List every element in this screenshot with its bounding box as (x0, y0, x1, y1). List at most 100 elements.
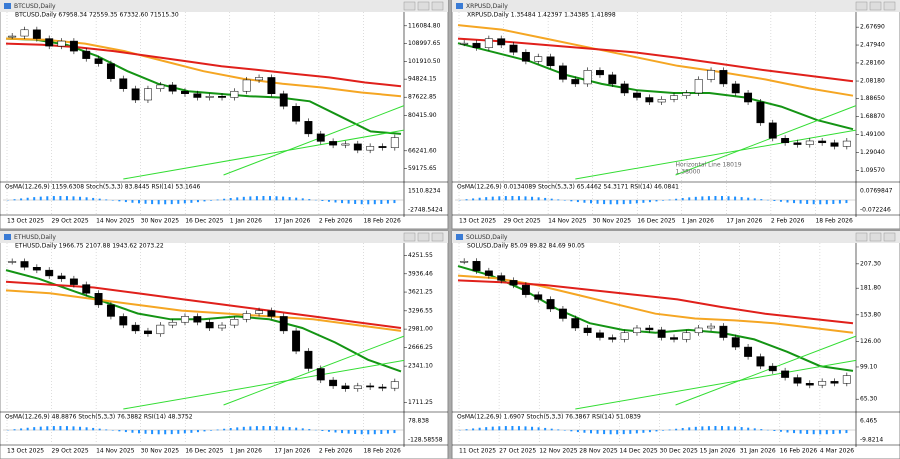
osma-bar (216, 429, 219, 431)
minimize-button[interactable] (403, 1, 416, 11)
osma-bar (681, 428, 684, 431)
maximize-button[interactable] (869, 1, 882, 11)
osma-bar (275, 196, 278, 201)
y-tick-label: 101910.50 (408, 58, 441, 65)
candle (682, 92, 691, 96)
candle (830, 381, 839, 384)
osma-bar (472, 428, 475, 431)
osma-bar (262, 196, 265, 201)
osma-bar (196, 430, 199, 433)
osma-bar (105, 199, 108, 201)
candle (82, 284, 91, 294)
candle (608, 337, 617, 340)
candle (707, 325, 715, 329)
osma-bar (701, 426, 704, 431)
candle (842, 375, 851, 384)
maximize-button[interactable] (869, 232, 882, 242)
osma-bar (183, 430, 186, 434)
osma-bar (753, 428, 756, 431)
candle (596, 70, 604, 76)
candle (596, 332, 604, 338)
candle (756, 101, 765, 124)
x-tick-label: 27 Oct 2025 (499, 448, 536, 455)
osma-bar (544, 197, 547, 201)
minimize-button[interactable] (855, 1, 868, 11)
x-tick-label: 13 Oct 2025 (7, 218, 44, 225)
candle (156, 84, 165, 89)
osma-bar (341, 200, 344, 204)
candle (756, 356, 765, 367)
osma-bar (138, 200, 140, 204)
candle (818, 381, 827, 386)
moving-average (5, 269, 402, 373)
osma-bar (46, 426, 49, 431)
indicator-text: OsMA(12,26,9) 0.0134089 Stoch(5,3,3) 65.… (457, 184, 679, 191)
x-tick-label: 17 Jan 2026 (726, 218, 762, 225)
osma-bar (59, 196, 62, 201)
osma-bar (694, 196, 697, 201)
x-tick-label: 14 Nov 2025 (96, 448, 135, 455)
osma-bar (269, 426, 271, 431)
osma-bar (786, 430, 789, 433)
candle (316, 133, 325, 142)
indicator-tick-label: 78.838 (408, 418, 429, 425)
osma-bar (603, 200, 606, 205)
osma-bar (734, 426, 737, 431)
candle (106, 304, 115, 317)
y-tick-label: 181.80 (860, 285, 881, 292)
candle (694, 79, 703, 94)
osma-bar (825, 430, 828, 435)
candle (744, 346, 753, 357)
chart-window: BTCUSD,Daily 116084.80 108997.65 101910.50 9… (0, 0, 449, 230)
osma-bar (498, 196, 501, 201)
osma-bar (229, 198, 232, 201)
osma-bar (124, 430, 127, 433)
osma-bar (773, 430, 776, 431)
candle (230, 90, 239, 98)
maximize-button[interactable] (417, 232, 430, 242)
minimize-button[interactable] (403, 232, 416, 242)
osma-bar (111, 430, 114, 431)
close-button[interactable] (883, 1, 896, 11)
osma-bar (65, 196, 68, 201)
close-button[interactable] (883, 232, 896, 242)
candle (472, 42, 481, 48)
y-tick-label: 116084.80 (408, 22, 441, 29)
candle (805, 140, 814, 145)
candle (657, 99, 666, 103)
minimize-button[interactable] (855, 232, 868, 242)
moving-average (457, 24, 854, 97)
osma-bar (144, 200, 147, 204)
osma-bar (635, 430, 638, 434)
candle (181, 316, 189, 323)
maximize-button[interactable] (417, 1, 430, 11)
osma-bar (144, 430, 147, 434)
y-tick-label: 87622.85 (408, 94, 437, 101)
close-button[interactable] (431, 1, 444, 11)
osma-bar (354, 200, 357, 204)
candle (509, 44, 518, 53)
osma-bar (380, 430, 383, 434)
osma-bar (642, 200, 645, 203)
candle (329, 379, 338, 387)
x-tick-label: 1 Jan 2026 (230, 448, 262, 455)
x-tick-label: 16 Dec 2025 (637, 218, 676, 225)
osma-bar (170, 200, 173, 205)
osma-bar (39, 196, 42, 201)
osma-bar (52, 196, 55, 201)
y-tick-label: 4251.55 (408, 252, 433, 259)
y-tick-label: 2341.10 (408, 363, 433, 370)
candle (546, 299, 555, 310)
osma-bar (321, 200, 324, 201)
close-button[interactable] (431, 232, 444, 242)
candle (69, 278, 78, 285)
x-tick-label: 1 Jan 2026 (230, 218, 262, 225)
candle (731, 83, 740, 94)
osma-bar (662, 200, 665, 201)
candle (119, 78, 128, 89)
x-tick-label: 16 Feb 2026 (780, 448, 818, 455)
candle (304, 350, 313, 369)
trend-line (575, 359, 857, 410)
osma-bar (282, 426, 285, 431)
trend-line (575, 129, 857, 180)
